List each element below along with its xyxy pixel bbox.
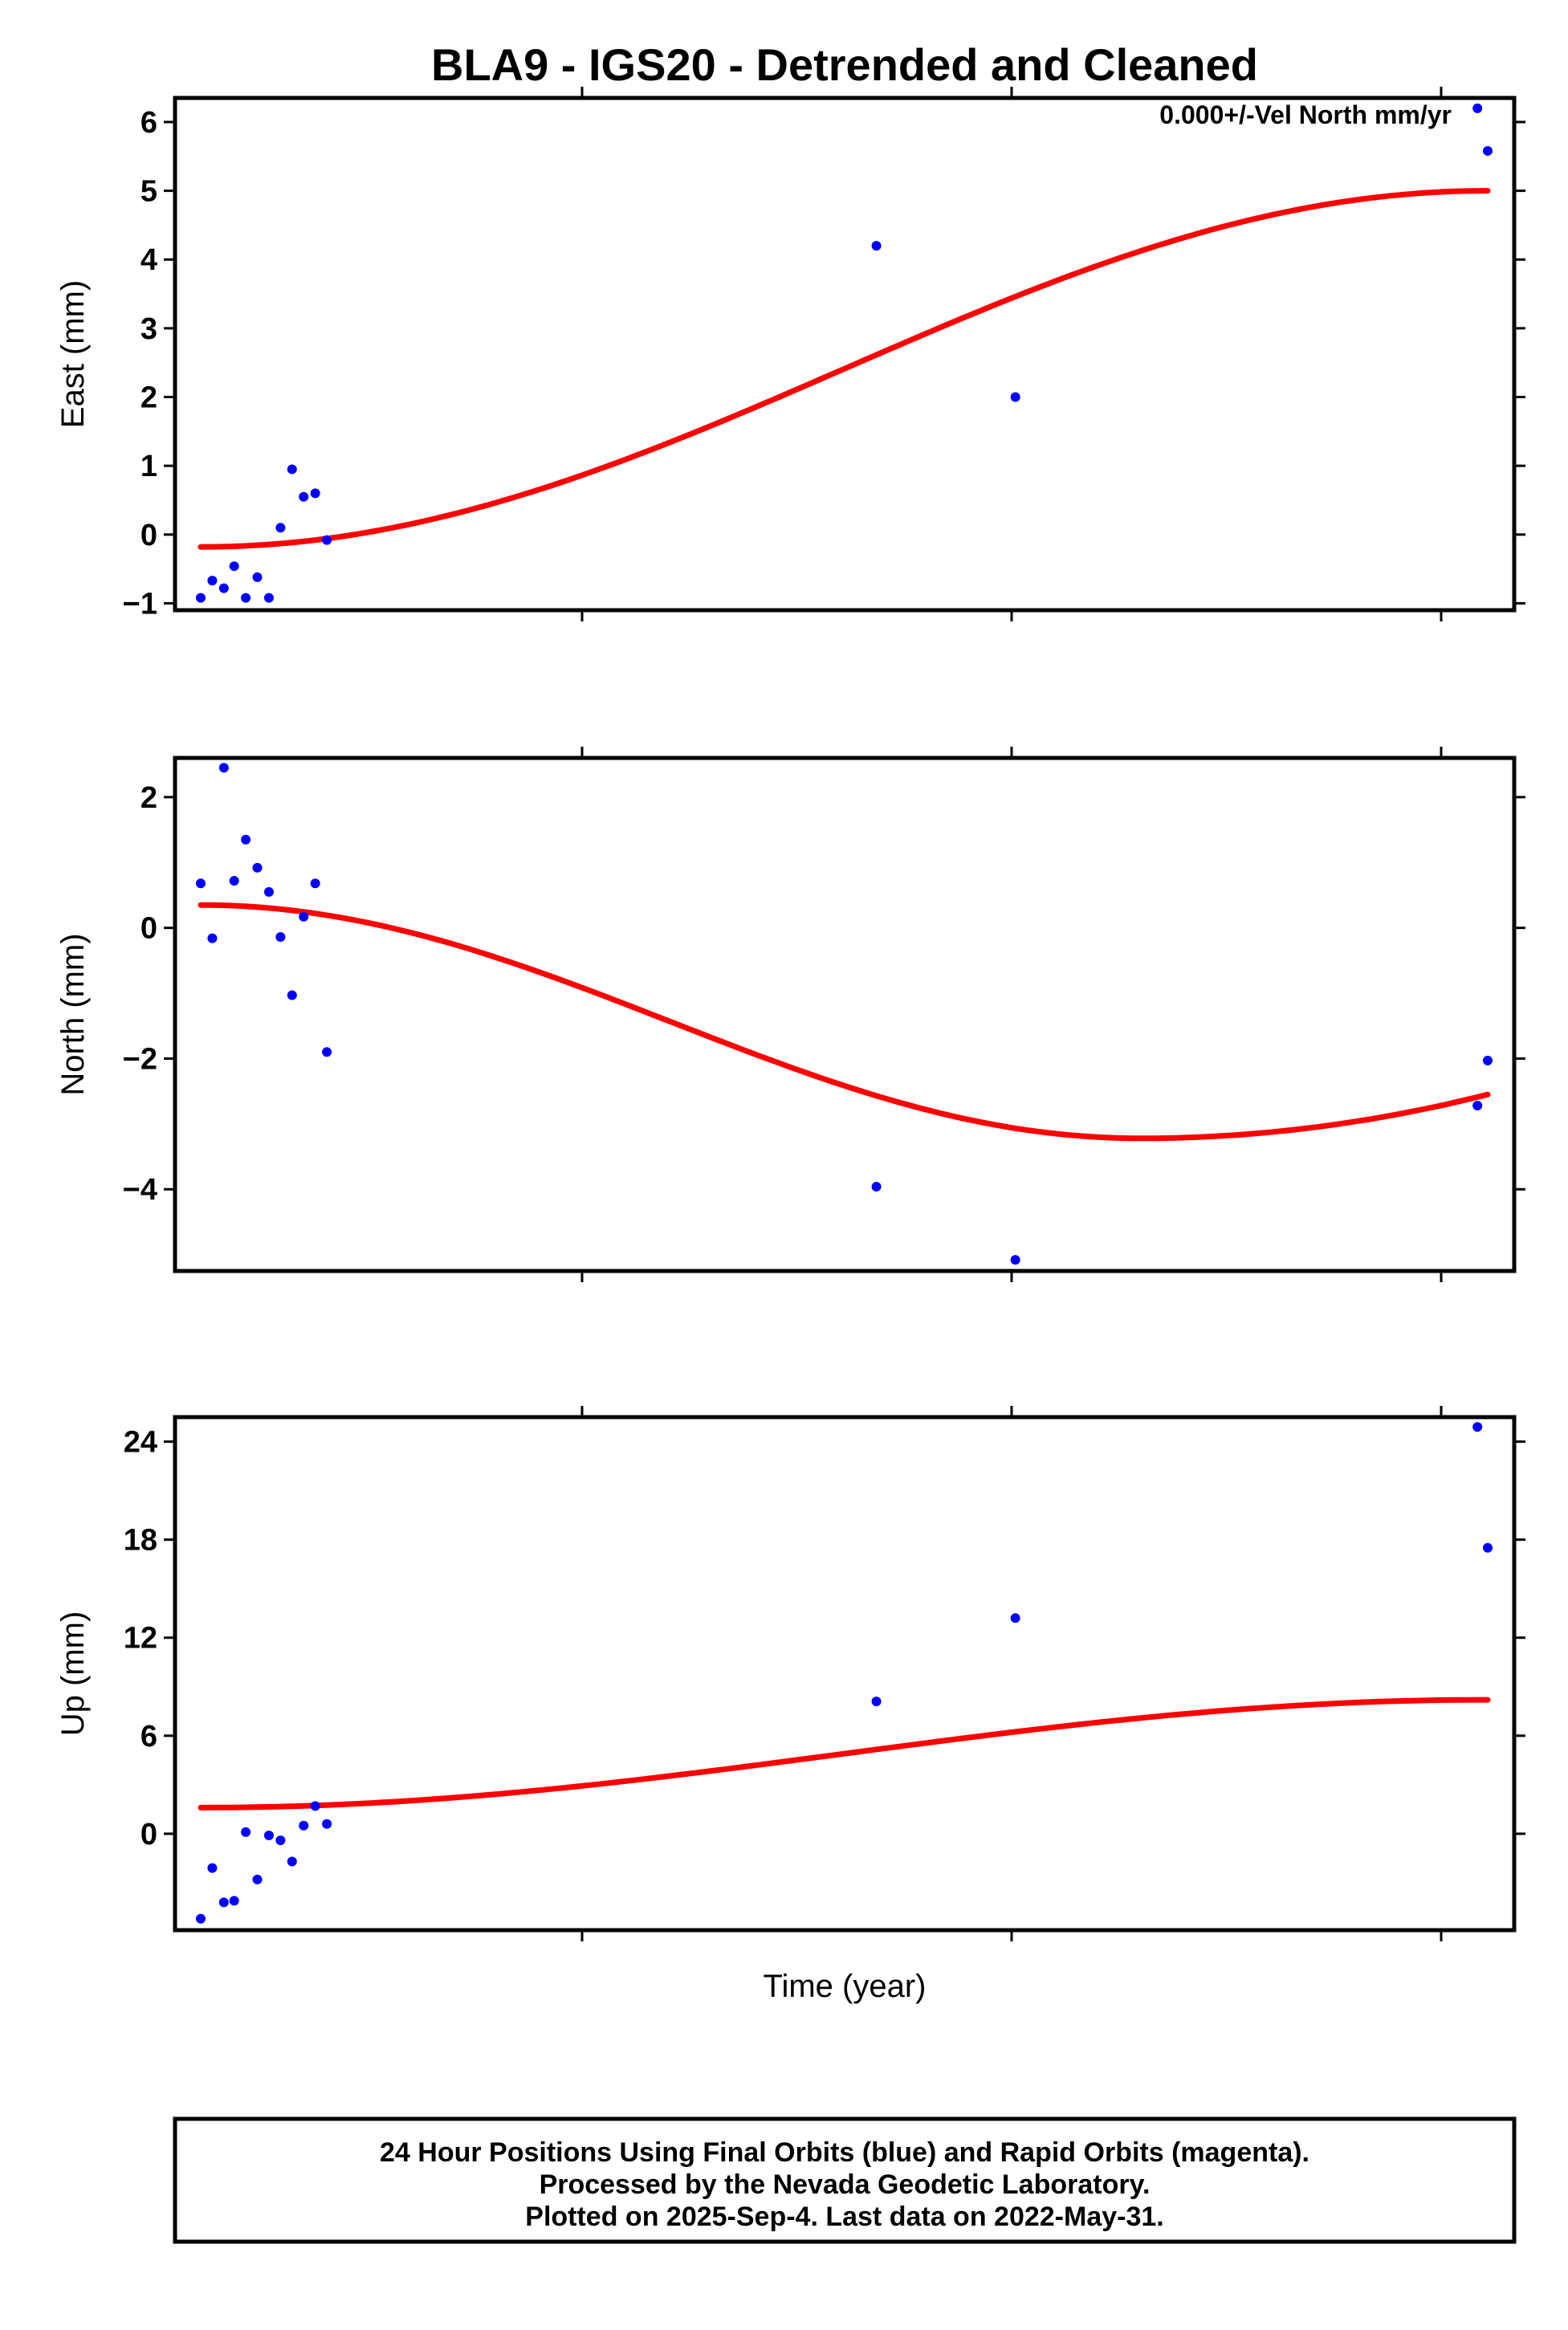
data-point bbox=[218, 583, 229, 593]
y-tick-label: 24 bbox=[124, 1426, 157, 1460]
y-tick-label: 6 bbox=[141, 1720, 157, 1754]
panel-3: 0 6 12 18 24 Up (mm) bbox=[55, 1406, 1525, 1941]
data-point bbox=[1472, 1101, 1483, 1111]
y-axis-label: North (mm) bbox=[55, 933, 91, 1095]
data-point bbox=[229, 876, 239, 886]
data-point bbox=[196, 593, 206, 603]
plot-frame bbox=[173, 96, 1517, 613]
y-tick-label: 12 bbox=[124, 1622, 157, 1656]
data-point bbox=[871, 1181, 882, 1191]
data-point bbox=[1483, 1542, 1493, 1553]
data-point bbox=[287, 1856, 297, 1867]
data-point bbox=[275, 523, 286, 533]
data-point bbox=[263, 593, 274, 603]
data-point bbox=[229, 1896, 239, 1906]
x-axis-label: Time (year) bbox=[764, 1969, 927, 2004]
panel-2: −4 −2 0 2 North (mm) bbox=[55, 747, 1525, 1282]
data-point bbox=[322, 535, 332, 545]
data-point bbox=[252, 862, 263, 873]
fit-curve bbox=[198, 902, 1491, 1142]
y-tick-label: 0 bbox=[141, 519, 157, 552]
data-point bbox=[218, 1897, 229, 1908]
y-tick-label: −2 bbox=[123, 1042, 157, 1076]
data-point bbox=[207, 576, 218, 586]
y-tick-label: 0 bbox=[141, 1818, 157, 1851]
y-tick-label: 2 bbox=[141, 781, 157, 815]
data-point bbox=[871, 1697, 882, 1707]
data-point bbox=[275, 1835, 286, 1846]
fit-curve bbox=[198, 188, 1491, 550]
y-tick-label: 1 bbox=[141, 450, 157, 483]
data-point bbox=[310, 1801, 320, 1811]
y-tick-label: 2 bbox=[141, 381, 157, 415]
plot-frame bbox=[173, 756, 1517, 1273]
data-point bbox=[263, 886, 274, 897]
data-point bbox=[310, 878, 320, 889]
plot-frame bbox=[173, 1415, 1517, 1933]
data-point bbox=[1483, 145, 1493, 156]
data-point bbox=[241, 1827, 251, 1837]
footer-frame bbox=[173, 2116, 1517, 2244]
data-point bbox=[263, 1830, 274, 1840]
data-point bbox=[252, 572, 263, 582]
data-point bbox=[252, 1874, 263, 1884]
y-tick-label: 6 bbox=[141, 106, 157, 140]
y-tick-label: 5 bbox=[141, 175, 157, 209]
data-point bbox=[1010, 1613, 1020, 1623]
data-point bbox=[299, 911, 309, 922]
data-point bbox=[1483, 1055, 1493, 1065]
data-point bbox=[207, 933, 218, 943]
y-tick-label: 4 bbox=[141, 243, 157, 277]
data-point bbox=[299, 1820, 309, 1831]
data-point bbox=[1010, 1255, 1020, 1265]
data-point bbox=[229, 561, 239, 572]
y-tick-label: 0 bbox=[141, 912, 157, 946]
footer-line-3: Plotted on 2025-Sep-4. Last data on 2022… bbox=[525, 2202, 1163, 2232]
data-point bbox=[275, 932, 286, 943]
data-point bbox=[322, 1819, 332, 1829]
y-tick-label: 18 bbox=[124, 1524, 157, 1558]
data-point bbox=[299, 491, 309, 502]
data-point bbox=[287, 464, 297, 475]
data-point bbox=[207, 1863, 218, 1873]
data-point bbox=[1472, 103, 1483, 113]
fit-curve bbox=[198, 1697, 1491, 1811]
data-point bbox=[196, 878, 206, 889]
data-point bbox=[287, 990, 297, 1000]
chart-title: BLA9 - IGS20 - Detrended and Cleaned bbox=[431, 39, 1258, 90]
y-axis-label: East (mm) bbox=[55, 280, 91, 428]
velocity-annotation: 0.000+/-Vel North mm/yr bbox=[1159, 100, 1452, 129]
footer-line-1: 24 Hour Positions Using Final Orbits (bl… bbox=[380, 2137, 1309, 2168]
panel-1: −1 0 1 2 3 4 5 6 East (mm) 0.000+/-Vel North mm/y… bbox=[55, 87, 1525, 621]
y-axis-label: Up (mm) bbox=[55, 1611, 91, 1737]
y-tick-label: −4 bbox=[123, 1173, 157, 1207]
data-point bbox=[1010, 392, 1020, 402]
data-point bbox=[310, 488, 320, 499]
data-point bbox=[871, 241, 882, 251]
data-point bbox=[196, 1913, 206, 1924]
data-point bbox=[218, 763, 229, 773]
data-point bbox=[322, 1047, 332, 1057]
footer-line-2: Processed by the Nevada Geodetic Laborat… bbox=[540, 2169, 1151, 2200]
data-point bbox=[1472, 1422, 1483, 1432]
y-tick-label: −1 bbox=[123, 587, 157, 621]
footer-box: 24 Hour Positions Using Final Orbits (bl… bbox=[173, 2116, 1517, 2244]
data-point bbox=[241, 834, 251, 845]
data-point bbox=[241, 593, 251, 603]
y-tick-label: 3 bbox=[141, 312, 157, 346]
